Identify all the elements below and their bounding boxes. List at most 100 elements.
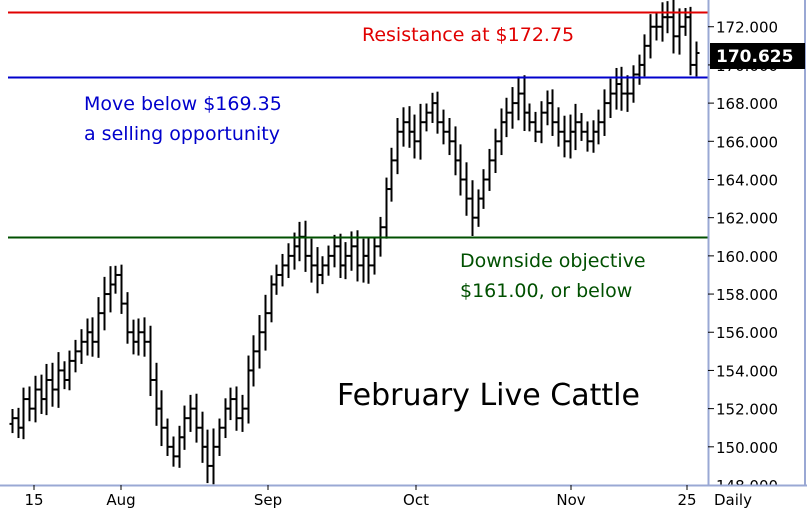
price-bar: [670, 0, 677, 54]
price-bar: [141, 317, 148, 357]
price-bar: [199, 411, 206, 463]
price-bar: [101, 276, 108, 331]
price-bar: [417, 103, 424, 160]
price-bar: [296, 221, 303, 262]
price-bar: [526, 103, 533, 132]
price-bar: [383, 177, 390, 239]
price-bar: [371, 237, 378, 275]
y-tick-label: 156.000: [716, 324, 778, 342]
price-bar: [308, 238, 315, 283]
price-bar: [457, 144, 464, 196]
last-price-box: [710, 43, 805, 69]
price-bar: [360, 238, 367, 283]
price-bar: [406, 106, 413, 148]
downside-label: Downside objective $161.00, or below: [460, 250, 652, 302]
price-bar: [475, 189, 482, 227]
x-tick-label: 15: [24, 491, 43, 509]
price-bar: [440, 109, 447, 145]
price-bar: [222, 398, 229, 439]
price-bar: [676, 8, 683, 55]
price-bar: [486, 148, 493, 191]
price-bar: [262, 294, 269, 351]
price-bar: [388, 147, 395, 202]
price-bar: [314, 247, 321, 294]
price-bar: [624, 75, 631, 112]
price-axis-panel: [708, 0, 807, 485]
price-bar: [411, 114, 418, 159]
price-bar: [302, 220, 309, 272]
price-bar: [647, 14, 654, 59]
price-bar: [365, 237, 372, 284]
last-price-marker: 170.625: [710, 43, 805, 69]
price-bar: [354, 230, 361, 282]
price-bar: [337, 233, 344, 279]
price-bar: [613, 67, 620, 110]
price-bar: [43, 363, 50, 416]
x-tick-label: Sep: [254, 491, 282, 509]
price-bar: [153, 362, 160, 426]
price-bar: [463, 162, 470, 216]
y-tick-label: 168.000: [716, 95, 778, 113]
x-tick-label: Aug: [106, 491, 135, 509]
price-bar: [26, 386, 33, 422]
price-bar: [515, 76, 522, 121]
price-bar: [509, 87, 516, 129]
price-bar: [38, 374, 45, 414]
price-bar: [446, 118, 453, 156]
price-bar: [158, 390, 165, 447]
price-bar: [555, 107, 562, 147]
price-bar: [653, 12, 660, 41]
time-axis-panel: [0, 485, 807, 515]
price-bars: [9, 0, 700, 485]
price-bar: [319, 256, 326, 285]
price-bar: [176, 425, 183, 468]
price-bar: [595, 109, 602, 145]
price-bar: [95, 297, 102, 358]
price-bar: [429, 92, 436, 123]
price-bar: [331, 234, 338, 268]
price-bar: [164, 418, 171, 456]
move-below-label: Move below $169.35 a selling opportunity: [84, 93, 288, 145]
price-bar: [78, 329, 85, 364]
y-tick-label: 172.000: [716, 19, 778, 37]
price-bar: [233, 386, 240, 431]
price-bar: [89, 317, 96, 357]
price-bar: [204, 429, 211, 484]
price-bar: [273, 264, 280, 295]
price-bar: [279, 253, 286, 287]
price-bar: [521, 75, 528, 131]
price-bar: [147, 325, 154, 397]
y-tick-label: 158.000: [716, 286, 778, 304]
price-bar: [572, 103, 579, 151]
price-bar: [342, 242, 349, 280]
price-bar: [400, 107, 407, 147]
y-tick-label: 152.000: [716, 401, 778, 419]
price-bar: [124, 292, 131, 344]
price-bar: [687, 6, 694, 76]
price-bar: [567, 114, 574, 159]
y-tick-label: 160.000: [716, 248, 778, 266]
price-bar: [135, 318, 142, 356]
price-bar: [112, 265, 119, 294]
price-bar: [72, 339, 79, 373]
price-bar: [590, 120, 597, 153]
price-bar: [584, 121, 591, 152]
price-bar: [268, 275, 275, 323]
price-bar: [256, 315, 263, 369]
price-bar: [452, 126, 459, 176]
price-bar: [32, 375, 39, 423]
price-bar: [630, 65, 637, 103]
price-bar: [480, 169, 487, 209]
y-tick-label: 166.000: [716, 133, 778, 151]
price-bar: [250, 335, 257, 387]
price-bar: [227, 387, 234, 421]
price-bar: [636, 54, 643, 85]
price-bar: [549, 89, 556, 136]
price-bar: [561, 115, 568, 158]
period-label: Daily: [714, 491, 752, 509]
price-bar: [239, 394, 246, 432]
price-bar: [641, 34, 648, 77]
x-tick-label: 25: [677, 491, 696, 509]
price-bar: [532, 111, 539, 143]
price-bar: [492, 128, 499, 173]
